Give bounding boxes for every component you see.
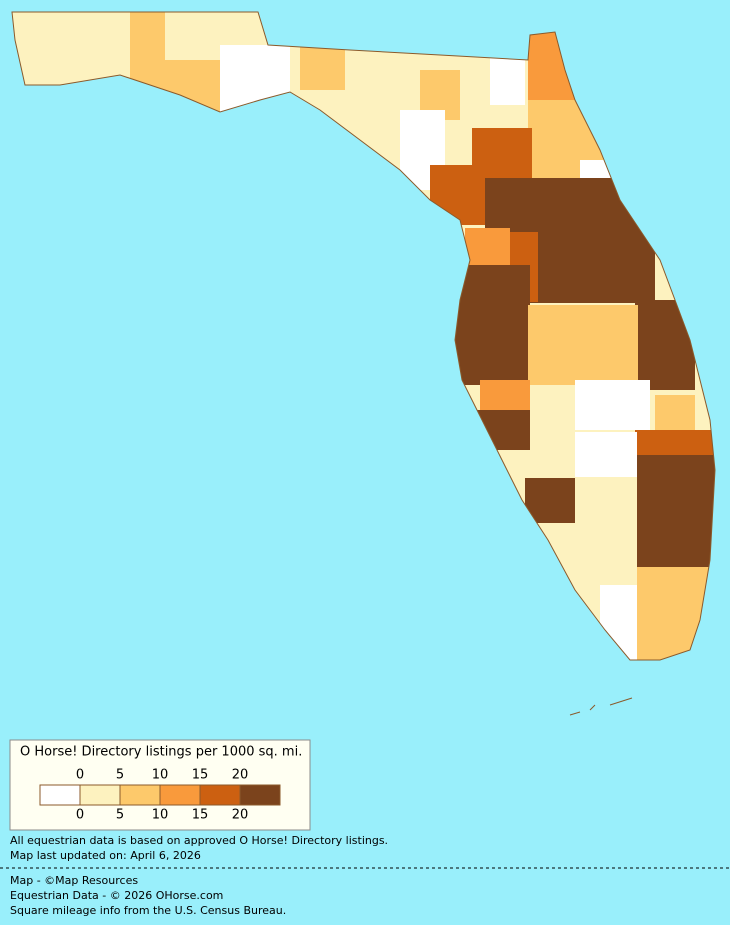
legend-title: O Horse! Directory listings per 1000 sq.… — [20, 745, 302, 760]
legend-label: 15 — [192, 808, 209, 823]
legend-label: 5 — [116, 808, 124, 823]
legend-swatch — [159, 784, 201, 806]
legend-label: 15 — [192, 768, 209, 783]
legend-label: 0 — [76, 808, 84, 823]
legend-label: 10 — [152, 808, 169, 823]
credit: Equestrian Data - © 2026 OHorse.com — [10, 889, 223, 902]
legend-label: 10 — [152, 768, 169, 783]
legend-swatch — [119, 784, 161, 806]
credit: Square mileage info from the U.S. Census… — [10, 904, 286, 917]
legend-swatch — [239, 784, 281, 806]
credit: Map - ©Map Resources — [10, 874, 138, 887]
legend-label: 0 — [76, 768, 84, 783]
legend-swatch — [199, 784, 241, 806]
keys — [569, 697, 633, 716]
state-outline — [11, 11, 716, 661]
florida-map — [12, 12, 715, 660]
legend-swatch — [79, 784, 121, 806]
note: Map last updated on: April 6, 2026 — [10, 849, 201, 862]
legend-label: 20 — [232, 808, 249, 823]
legend-swatch — [39, 784, 81, 806]
legend-label: 5 — [116, 768, 124, 783]
legend-label: 20 — [232, 768, 249, 783]
note: All equestrian data is based on approved… — [10, 834, 388, 847]
legend: 0 5 10 15 20 0 5 10 15 20 — [39, 768, 281, 823]
